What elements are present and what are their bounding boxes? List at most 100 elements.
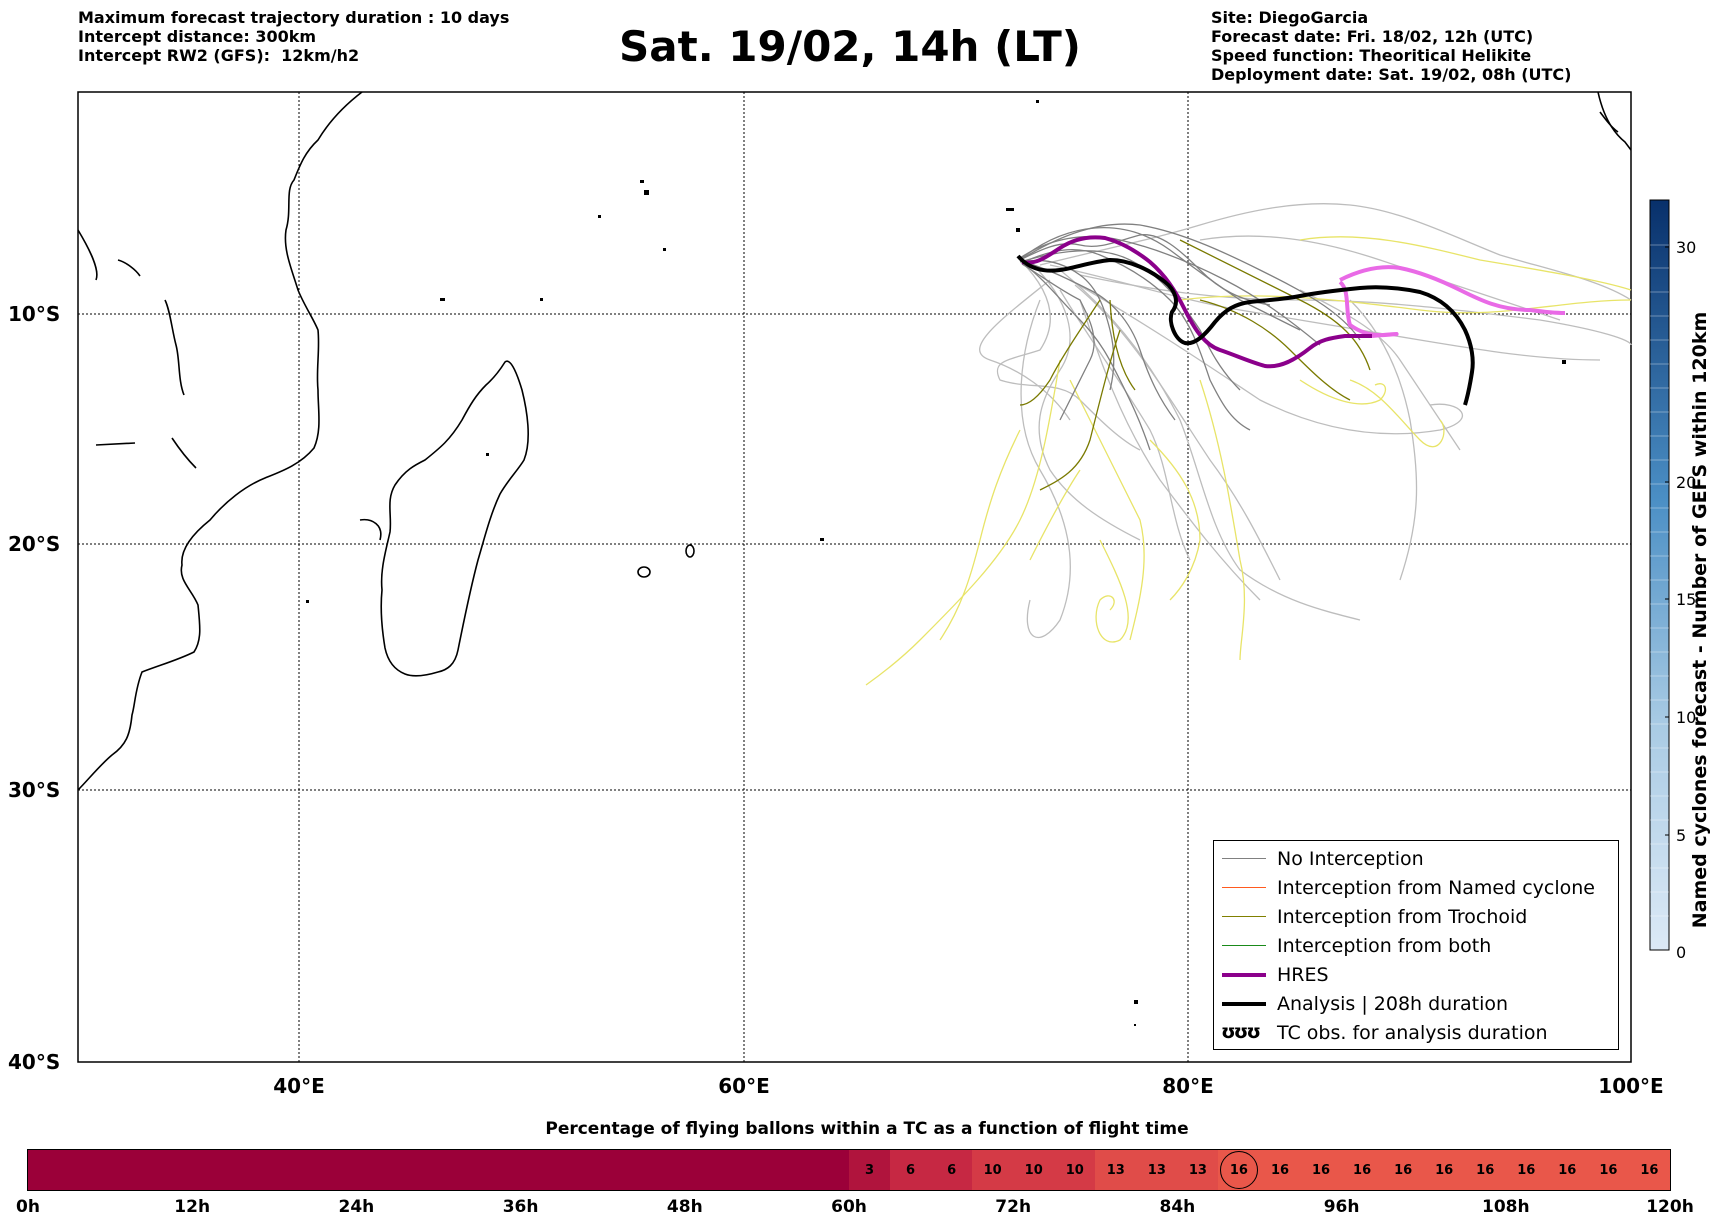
timeline-label: 0h xyxy=(16,1197,40,1217)
legend-label: No Interception xyxy=(1277,848,1424,870)
timeline-cell: 16 xyxy=(1300,1150,1342,1190)
colorbar-tick-0: 0 xyxy=(1676,943,1687,962)
legend-swatch xyxy=(1222,973,1266,977)
legend-label: HRES xyxy=(1277,964,1329,986)
timeline-cell: 10 xyxy=(1013,1150,1055,1190)
hres-trajectory-light xyxy=(1338,265,1566,338)
legend-swatch xyxy=(1222,916,1266,917)
analysis-trajectory xyxy=(1016,254,1475,406)
legend-item-tc-obs: ʊʊʊ TC obs. for analysis duration xyxy=(1214,1019,1618,1048)
timeline-cell-value: 6 xyxy=(906,1162,916,1178)
intercept-rw2-text: Intercept RW2 (GFS): 12km/h2 xyxy=(78,46,360,65)
lat-label-10s: 10°S xyxy=(8,302,61,326)
timeline-cell-value: 16 xyxy=(1311,1162,1331,1178)
site-text: Site: DiegoGarcia xyxy=(1211,8,1369,27)
timeline-label: 84h xyxy=(1159,1197,1196,1217)
timeline-cell-value: 10 xyxy=(1024,1162,1043,1178)
timeline-cell-value: 13 xyxy=(1147,1162,1166,1178)
timeline-cell-value: 6 xyxy=(947,1162,957,1178)
timeline-cell: 16 xyxy=(1382,1150,1424,1190)
timeline-cell-value: 16 xyxy=(1517,1162,1536,1178)
timeline-cell: 16 xyxy=(1546,1150,1588,1190)
legend-label: Interception from Named cyclone xyxy=(1277,877,1595,899)
mauritius-island xyxy=(685,544,695,558)
colorbar-tick-20: 20 xyxy=(1676,473,1697,492)
timeline-cell: 13 xyxy=(1177,1150,1219,1190)
mozambique-channel-coast xyxy=(164,299,185,396)
cyclone-symbol-icon: ʊʊʊ xyxy=(1221,1021,1261,1043)
timeline-label: 24h xyxy=(338,1197,375,1217)
timeline-cell: 16 xyxy=(1587,1150,1629,1190)
timeline-cell: 16 xyxy=(1628,1150,1670,1190)
lat-label-30s: 30°S xyxy=(8,778,61,802)
timeline-label: 60h xyxy=(831,1197,867,1217)
legend-item-analysis: Analysis | 208h duration xyxy=(1214,990,1618,1019)
legend-swatch xyxy=(1222,887,1266,888)
timeline-cell-value: 16 xyxy=(1353,1162,1372,1178)
colorbar-label: Named cyclones forecast - Number of GEFS… xyxy=(1689,311,1711,929)
timeline-label: 96h xyxy=(1323,1197,1360,1217)
timeline-cell: 10 xyxy=(972,1150,1014,1190)
legend-label: Interception from both xyxy=(1277,935,1492,957)
timeline-label: 12h xyxy=(174,1197,211,1217)
legend-label: Interception from Trochoid xyxy=(1277,906,1528,928)
current-time-marker xyxy=(1219,1151,1258,1189)
legend-item-named-cyclone: Interception from Named cyclone xyxy=(1214,874,1618,903)
timeline-cell: 16 xyxy=(1423,1150,1465,1190)
timeline-cell-value: 16 xyxy=(1270,1162,1290,1178)
timeline-bar: 3 6 6 10 10 10 13 13 13 16 16 16 16 16 16 16 16 16 16 16 xyxy=(27,1149,1671,1191)
timeline-cell: 10 xyxy=(1054,1150,1096,1190)
intercept-distance-text: Intercept distance: 300km xyxy=(78,27,317,46)
timeline-cell-value: 16 xyxy=(1435,1162,1454,1178)
timeline-cell: 6 xyxy=(931,1150,973,1190)
timeline-cell: 16 xyxy=(1341,1150,1383,1190)
legend-item-no-interception: No Interception xyxy=(1214,845,1618,874)
map-legend: No Interception Interception from Named … xyxy=(1213,840,1619,1050)
timeline-cell-value: 10 xyxy=(1065,1162,1084,1178)
timeline-cell: 13 xyxy=(1136,1150,1178,1190)
timeline-cell: 16 xyxy=(1505,1150,1547,1190)
lon-label-80e: 80°E xyxy=(1162,1074,1214,1098)
timeline-cell: 6 xyxy=(890,1150,932,1190)
header-left-info: Maximum forecast trajectory duration : 1… xyxy=(78,8,509,65)
timeline-cell-value: 10 xyxy=(983,1162,1002,1178)
timeline-cell-value: 16 xyxy=(1599,1162,1618,1178)
legend-swatch xyxy=(1222,1002,1266,1006)
no-interception-trajectories xyxy=(1019,223,1361,451)
speed-function-text: Speed function: Theoritical Helikite xyxy=(1211,46,1532,65)
colorbar-tick-5: 5 xyxy=(1676,826,1687,845)
reunion-island xyxy=(637,566,651,578)
colorbar xyxy=(1649,199,1670,951)
legend-item-both: Interception from both xyxy=(1214,932,1618,961)
timeline-label: 72h xyxy=(995,1197,1032,1217)
legend-swatch xyxy=(1222,858,1266,859)
timeline-label: 48h xyxy=(666,1197,703,1217)
lon-label-100e: 100°E xyxy=(1598,1074,1664,1098)
lat-label-40s: 40°S xyxy=(8,1050,61,1074)
page-title: Sat. 19/02, 14h (LT) xyxy=(619,22,1081,71)
timeline-cell-value: 13 xyxy=(1188,1162,1207,1178)
lat-label-20s: 20°S xyxy=(8,532,61,556)
max-duration-text: Maximum forecast trajectory duration : 1… xyxy=(78,8,510,27)
timeline-label: 108h xyxy=(1482,1197,1530,1217)
africa-coastline xyxy=(77,91,363,791)
colorbar-tick-30: 30 xyxy=(1676,238,1697,257)
forecast-date-text: Forecast date: Fri. 18/02, 12h (UTC) xyxy=(1211,27,1534,46)
timeline-cell-value: 16 xyxy=(1394,1162,1413,1178)
timeline-title: Percentage of flying ballons within a TC… xyxy=(545,1119,1189,1139)
timeline-label: 36h xyxy=(502,1197,539,1217)
timeline-cell: 16 xyxy=(1464,1150,1506,1190)
timeline-cell: 3 xyxy=(849,1150,891,1190)
timeline-cell-value: 16 xyxy=(1476,1162,1495,1178)
timeline-cell: 16 xyxy=(1218,1150,1260,1190)
madagascar-coastline xyxy=(380,360,529,677)
header-right-info: Site: DiegoGarcia Forecast date: Fri. 18… xyxy=(1211,8,1571,84)
coastlines xyxy=(77,91,1632,791)
timeline-label: 120h xyxy=(1646,1197,1694,1217)
legend-label: TC obs. for analysis duration xyxy=(1277,1022,1548,1044)
deployment-date-text: Deployment date: Sat. 19/02, 08h (UTC) xyxy=(1211,65,1572,84)
timeline-cell-value: 16 xyxy=(1640,1162,1659,1178)
small-islands xyxy=(306,100,1566,1026)
legend-label: Analysis | 208h duration xyxy=(1277,993,1509,1015)
legend-swatch xyxy=(1222,945,1266,946)
